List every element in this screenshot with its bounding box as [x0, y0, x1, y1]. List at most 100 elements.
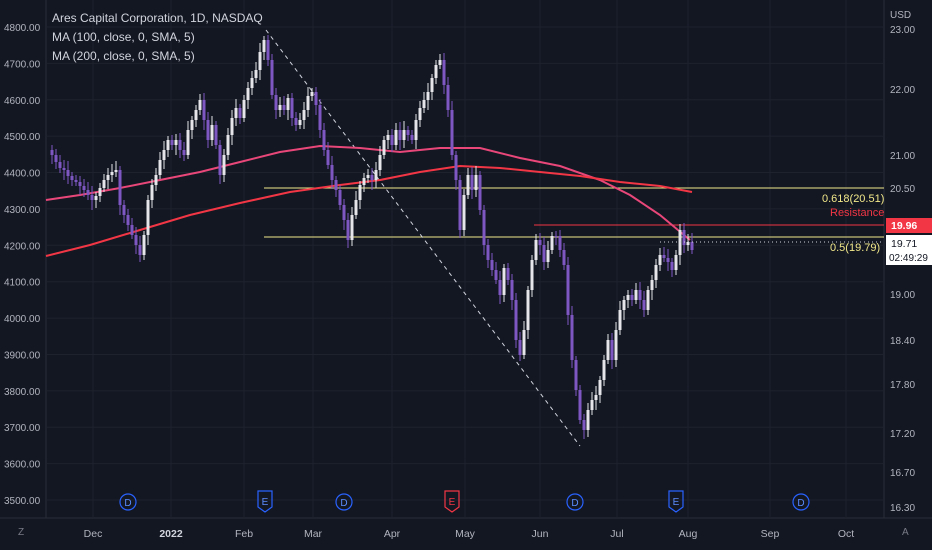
candle-body	[502, 268, 506, 295]
candle-body	[498, 280, 502, 295]
candle-body	[54, 155, 58, 162]
candle-body	[646, 290, 650, 310]
candle-body	[142, 235, 146, 255]
candle-body	[406, 130, 410, 135]
left-axis-tick: 4000.00	[4, 314, 41, 325]
candle-body	[70, 176, 74, 180]
candle-body	[246, 88, 250, 100]
candle-body	[690, 242, 694, 250]
candle-body	[266, 40, 270, 60]
candle-body	[158, 160, 162, 175]
candle-body	[382, 140, 386, 155]
candle-body	[550, 236, 554, 250]
candle-body	[626, 295, 630, 300]
candle-body	[390, 135, 394, 145]
candle-body	[582, 420, 586, 430]
candle-body	[354, 200, 358, 215]
candle-body	[386, 135, 390, 140]
candle-body	[222, 155, 226, 175]
candle-body	[134, 235, 138, 245]
timezone-corner[interactable]: Z	[18, 527, 25, 538]
candle-body	[542, 245, 546, 262]
candle-body	[290, 98, 294, 118]
x-axis-tick: Mar	[304, 528, 323, 540]
candle-body	[418, 108, 422, 120]
candle-body	[426, 92, 430, 100]
candle-body	[374, 170, 378, 180]
candle-body	[226, 135, 230, 155]
candle-body	[270, 60, 274, 95]
right-axis-tick: 16.70	[890, 468, 915, 479]
candle-body	[478, 175, 482, 210]
x-axis-tick: Oct	[838, 528, 854, 540]
candle-body	[66, 170, 70, 176]
left-axis-tick: 3500.00	[4, 496, 41, 507]
candle-body	[50, 150, 54, 155]
right-axis-tick: 18.40	[890, 336, 915, 347]
candle-body	[398, 130, 402, 140]
earnings-marker	[668, 490, 684, 513]
candle-body	[254, 70, 258, 78]
candle-body	[202, 100, 206, 120]
last-price-badge	[886, 235, 932, 265]
left-axis-tick: 4400.00	[4, 169, 41, 180]
candle-body	[178, 140, 182, 150]
candle-body	[58, 162, 62, 168]
candle-body	[318, 105, 322, 130]
right-axis-tick: 17.80	[890, 380, 915, 391]
candle-body	[602, 360, 606, 380]
candle-body	[82, 186, 86, 190]
candle-body	[218, 145, 222, 175]
candle-body	[534, 240, 538, 260]
left-axis-tick: 3900.00	[4, 350, 41, 361]
candle-body	[470, 175, 474, 190]
candle-body	[622, 300, 626, 310]
candle-body	[258, 52, 262, 70]
candle-body	[466, 175, 470, 195]
left-axis-tick: 4500.00	[4, 132, 41, 143]
candle-body	[294, 118, 298, 125]
dividend-marker	[335, 493, 353, 511]
x-axis-tick: Feb	[235, 528, 253, 540]
candle-body	[458, 180, 462, 230]
fib-05-label: 0.5(19.79)	[830, 242, 881, 254]
candle-body	[606, 340, 610, 360]
candle-body	[166, 140, 170, 150]
candle-body	[102, 180, 106, 188]
candle-body	[182, 150, 186, 155]
candle-body	[314, 92, 318, 105]
earnings-marker	[444, 490, 460, 513]
candle-body	[546, 250, 550, 262]
candle-body	[490, 260, 494, 270]
candle-body	[658, 255, 662, 265]
candle-body	[334, 180, 338, 190]
candle-body	[462, 195, 466, 230]
candle-body	[122, 205, 126, 215]
candle-body	[434, 65, 438, 78]
candle-body	[186, 130, 190, 155]
right-axis-tick: 21.00	[890, 151, 915, 162]
candle-body	[94, 196, 98, 200]
candle-body	[642, 300, 646, 310]
candle-body	[190, 120, 194, 130]
candle-body	[154, 175, 158, 185]
candle-body	[526, 290, 530, 330]
candle-body	[342, 205, 346, 220]
candle-body	[578, 390, 582, 420]
candle-body	[250, 78, 254, 88]
candle-body	[126, 215, 130, 225]
chart-title: Ares Capital Corporation, 1D, NASDAQ	[52, 11, 263, 25]
auto-scale-button[interactable]: A	[902, 527, 909, 538]
candle-body	[394, 130, 398, 145]
candle-body	[566, 265, 570, 315]
dividend-marker-label: D	[571, 498, 578, 509]
candle-body	[198, 100, 202, 110]
candle-body	[586, 410, 590, 430]
earnings-marker	[257, 490, 273, 513]
candle-body	[210, 125, 214, 140]
x-axis-tick: Aug	[679, 528, 698, 540]
candle-body	[330, 165, 334, 180]
candle-body	[298, 120, 302, 125]
